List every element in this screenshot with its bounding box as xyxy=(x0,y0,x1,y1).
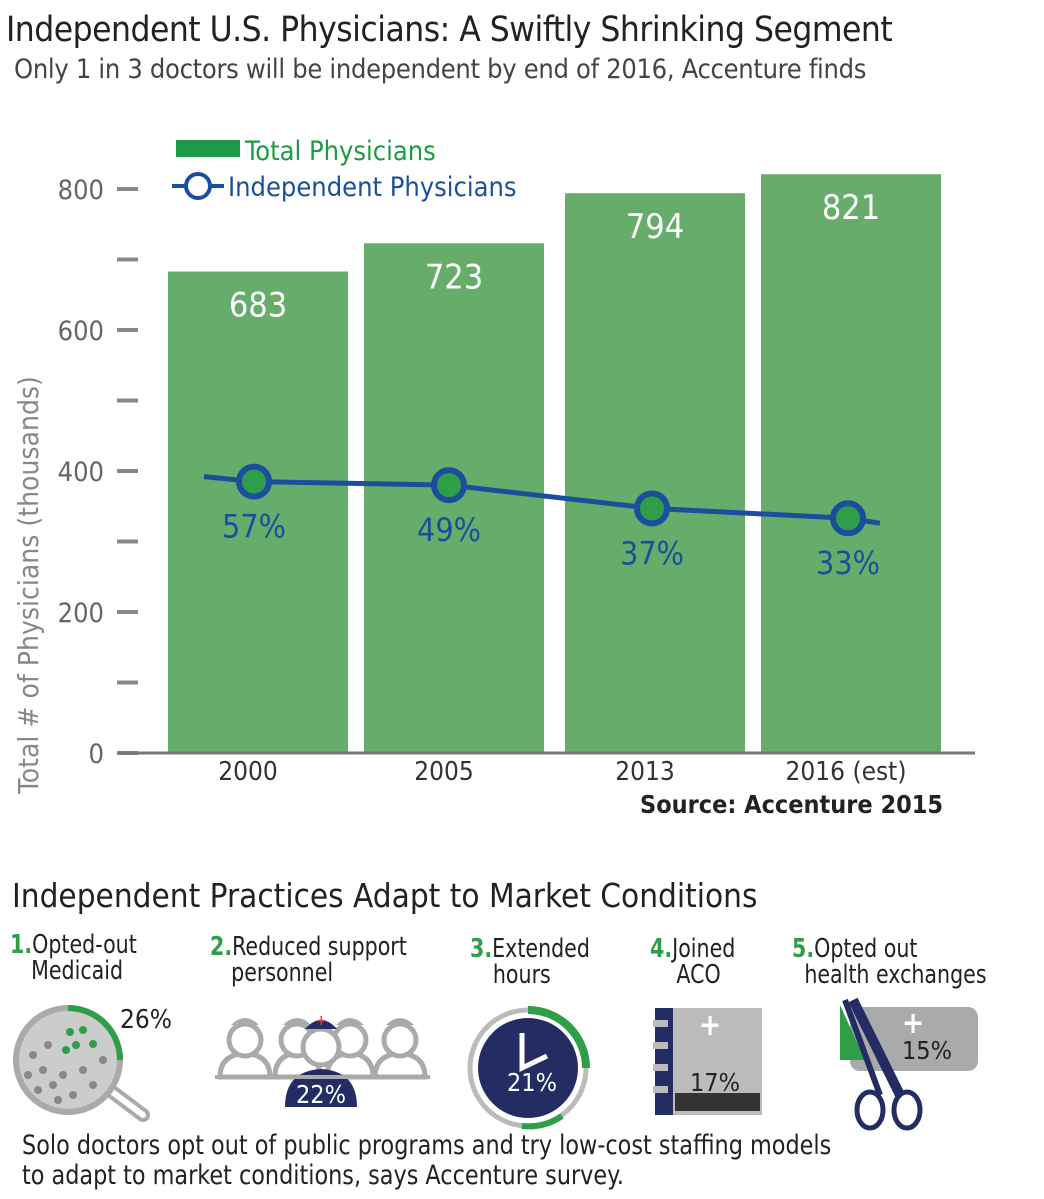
section-title: Independent Practices Adapt to Market Co… xyxy=(12,876,758,915)
item-value-2: 22% xyxy=(296,1080,346,1109)
x-tick-label: 2005 xyxy=(414,757,474,787)
chart: Total # of Physicians (thousands) 0 200 40… xyxy=(12,136,975,795)
y-tick-label: 600 xyxy=(58,316,104,347)
line-point-2005 xyxy=(431,467,467,504)
magnifier-icon: 26% xyxy=(13,1005,172,1122)
svg-text:+: + xyxy=(316,1013,327,1029)
line-percent-label: 57% xyxy=(222,508,286,546)
source-note: Source: Accenture 2015 xyxy=(640,790,944,819)
bar-value-label: 723 xyxy=(425,257,483,297)
y-tick-label: 800 xyxy=(58,175,104,206)
item-label-1: 1.Opted-out Medicaid xyxy=(10,930,137,986)
line-percent-label: 33% xyxy=(816,544,880,582)
bar-2013 xyxy=(565,193,745,754)
footer-note: Solo doctors opt out of public programs … xyxy=(22,1130,832,1191)
y-tick-label: 0 xyxy=(89,739,104,770)
svg-text:+: + xyxy=(699,1008,722,1043)
y-tick-label: 400 xyxy=(58,457,104,488)
page-title: Independent U.S. Physicians: A Swiftly S… xyxy=(6,10,893,50)
bar-value-label: 821 xyxy=(822,188,880,228)
bar-value-label: 683 xyxy=(229,285,287,325)
svg-text:+: + xyxy=(902,1006,925,1041)
x-tick-label: 2016 (est) xyxy=(786,757,907,787)
clock-icon: 21% xyxy=(467,1006,590,1130)
legend-marker-independent xyxy=(184,172,212,200)
item-value-5: 15% xyxy=(902,1036,952,1065)
bar-2000 xyxy=(168,271,348,753)
item-label-2: 2.Reduced support personnel xyxy=(210,932,407,988)
item-value-3: 21% xyxy=(507,1068,557,1097)
legend-swatch-total xyxy=(176,140,240,157)
line-percent-label: 37% xyxy=(620,534,684,572)
line-point-2016 (est) xyxy=(830,500,866,537)
medical-binder-icon: + 17% xyxy=(653,1008,762,1115)
line-percent-label: 49% xyxy=(417,511,481,549)
legend-label-independent: Independent Physicians xyxy=(228,172,517,203)
line-point-2013 xyxy=(634,490,670,527)
item-label-5: 5.Opted out health exchanges xyxy=(792,934,987,990)
bar-value-label: 794 xyxy=(626,207,684,247)
x-tick-label: 2013 xyxy=(615,757,675,787)
item-value-4: 17% xyxy=(690,1068,740,1097)
legend-label-total: Total Physicians xyxy=(244,136,436,167)
y-axis-label: Total # of Physicians (thousands) xyxy=(12,376,45,795)
line-point-2000 xyxy=(236,463,272,500)
page-subtitle: Only 1 in 3 doctors will be independent … xyxy=(14,54,867,85)
scissors-card-icon: + 15% xyxy=(840,997,978,1131)
x-tick-label: 2000 xyxy=(218,757,278,787)
item-label-4: 4.Joined ACO xyxy=(650,934,736,990)
bar-2016 (est) xyxy=(761,174,941,753)
item-label-3: 3.Extended hours xyxy=(470,934,590,990)
item-value-1: 26% xyxy=(120,1005,172,1035)
y-tick-label: 200 xyxy=(58,598,104,629)
nurses-icon: + 22% xyxy=(215,1013,430,1109)
